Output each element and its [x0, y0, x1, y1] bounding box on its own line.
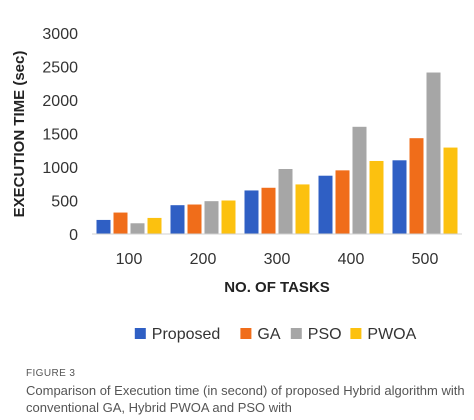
legend-label-pso: PSO: [308, 326, 342, 343]
bar-ga-300: [261, 187, 276, 234]
bars: [96, 72, 458, 234]
y-tick-label: 1000: [42, 160, 78, 177]
y-tick-label: 500: [51, 194, 78, 211]
legend-swatch-proposed: [134, 328, 146, 339]
figure-caption: FIGURE 3 Comparison of Execution time (i…: [26, 368, 466, 416]
x-axis-ticks: 100 200 300 400 500: [116, 251, 439, 268]
caption-label: FIGURE 3: [26, 368, 76, 379]
caption-text: Comparison of Execution time (in second)…: [26, 383, 465, 415]
legend-label-pwoa: PWOA: [367, 326, 416, 343]
y-tick-label: 2500: [42, 60, 78, 77]
bar-pwoa-500: [443, 147, 458, 234]
bar-pwoa-400: [369, 160, 384, 234]
y-tick-label: 2000: [42, 93, 78, 110]
bar-pso-100: [130, 223, 145, 234]
bar-proposed-300: [244, 190, 259, 234]
bar-pwoa-100: [147, 217, 162, 234]
x-tick-label: 400: [338, 251, 365, 268]
bar-chart: 0 500 1000 1500 2000 2500 3000 100 200 300 400 500…: [11, 26, 462, 343]
bar-pso-300: [278, 169, 293, 234]
x-tick-label: 300: [264, 251, 291, 268]
bar-pso-200: [204, 201, 219, 234]
legend-label-proposed: Proposed: [152, 326, 221, 343]
y-axis-ticks: 0 500 1000 1500 2000 2500 3000: [42, 26, 78, 244]
x-tick-label: 500: [412, 251, 439, 268]
bar-pwoa-200: [221, 200, 236, 234]
x-axis-title: NO. OF TASKS: [224, 279, 330, 296]
x-tick-label: 200: [190, 251, 217, 268]
legend: Proposed GA PSO PWOA: [134, 326, 417, 343]
x-tick-label: 100: [116, 251, 143, 268]
bar-proposed-100: [96, 219, 111, 234]
bar-proposed-200: [170, 205, 185, 234]
bar-ga-500: [409, 138, 424, 234]
bar-ga-400: [335, 170, 350, 234]
y-tick-label: 0: [69, 227, 78, 244]
bar-pso-500: [426, 72, 441, 234]
y-axis-title: EXECUTION TIME (sec): [11, 51, 28, 218]
bar-ga-100: [113, 212, 128, 234]
y-tick-label: 1500: [42, 127, 78, 144]
bar-proposed-500: [392, 160, 407, 234]
legend-label-ga: GA: [257, 326, 280, 343]
legend-swatch-ga: [240, 328, 252, 339]
bar-ga-200: [187, 204, 202, 234]
y-tick-label: 3000: [42, 26, 78, 43]
bar-pso-400: [352, 126, 367, 234]
bar-proposed-400: [318, 175, 333, 234]
bar-pwoa-300: [295, 184, 310, 234]
legend-swatch-pwoa: [350, 328, 362, 339]
legend-swatch-pso: [290, 328, 302, 339]
